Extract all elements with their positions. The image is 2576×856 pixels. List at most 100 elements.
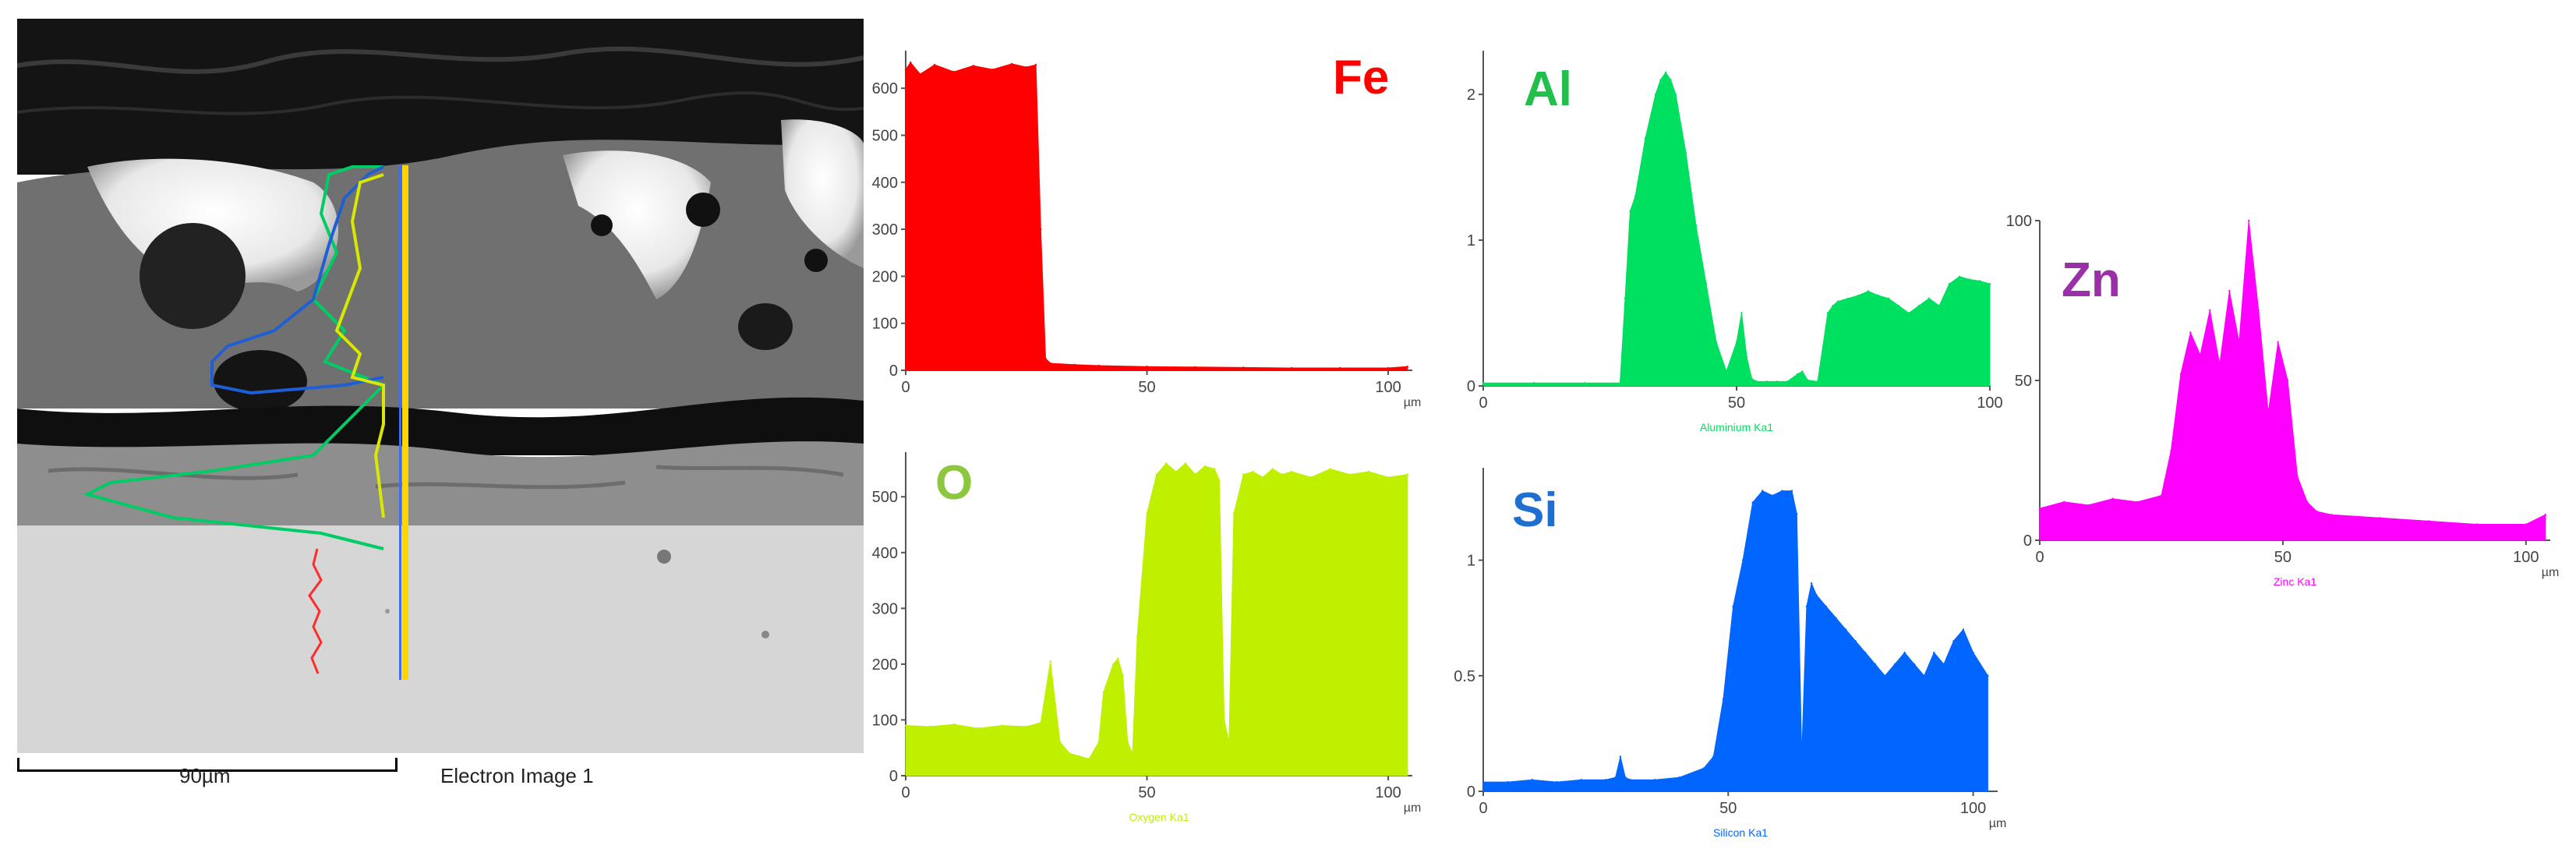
fe-x-tick-label: 100 [1375,379,1401,396]
al-data-point [1532,382,1535,384]
al-data-point [1836,300,1839,302]
resin-texture [17,46,864,74]
o-data-point [1329,468,1331,470]
al-data-point [1816,380,1819,383]
o-data-point [1058,741,1062,744]
al-data-point [1887,297,1890,299]
zn-data-point [2427,520,2430,522]
si-data-point [1702,767,1705,769]
al-data-point [1765,380,1769,383]
o-data-point [1122,674,1124,677]
o-data-point [1309,476,1313,479]
o-data-point [1271,468,1274,470]
si-data-point [1864,651,1867,654]
o-data-point [1049,660,1051,663]
si-data-point [1854,640,1857,642]
o-data-point [1252,470,1254,473]
si-data-point [1678,776,1680,779]
o-data-point [904,724,907,727]
o-data-point [1203,465,1206,468]
si-data-point [1903,651,1906,654]
si-data-point [1732,605,1734,608]
fe-series-area [905,62,1408,371]
fe-data-point [1049,362,1051,365]
dark-interface-band [17,397,864,455]
si-series-area [1482,490,1988,792]
al-data-point [1796,373,1799,376]
si-series-caption: Silicon Ka1 [1713,826,1768,839]
fe-y-tick-label: 0 [889,363,898,380]
al-y-tick-label: 1 [1467,232,1475,249]
o-x-tick-label: 50 [1138,784,1155,801]
zn-data-point [2209,309,2211,311]
si-data-point [1712,755,1715,758]
al-data-point [1740,312,1743,314]
o-data-point [928,725,931,728]
zn-data-point [2228,290,2231,292]
zn-data-point [2218,363,2221,366]
o-data-point [1097,741,1100,744]
al-data-point [1968,278,1971,281]
al-data-point [1654,93,1657,96]
fe-data-point [1242,366,1245,369]
fe-x-tick-label: 50 [1138,379,1155,396]
si-data-point [1614,776,1617,779]
zn-data-point [2248,219,2250,222]
si-data-point [1893,663,1896,666]
si-data-point [1482,780,1485,783]
al-data-point [1958,275,1961,278]
al-data-point [1917,305,1921,307]
al-x-tick-label: 0 [1479,394,1487,412]
al-data-point [1624,297,1627,299]
zn-data-point [2136,501,2138,503]
si-data-point [1972,651,1974,654]
zn-data-point [2189,331,2192,334]
o-data-point [1281,473,1284,476]
o-data-point [1069,752,1071,755]
al-data-point [1832,305,1834,307]
al-data-point [1670,79,1672,81]
al-data-point [1715,341,1718,344]
al-data-point [1907,312,1910,314]
scale-bar-label: 90µm [179,764,231,787]
si-y-tick-label: 0 [1467,783,1475,801]
fe-data-point [910,61,912,64]
al-data-point [1867,290,1870,292]
o-x-axis-unit: µm [1404,801,1422,815]
zn-data-point [2544,514,2546,516]
o-data-point [1291,470,1293,473]
si-data-point [1942,663,1945,666]
si-data-point [1781,490,1783,492]
al-data-point [1482,382,1485,384]
si-data-point [1844,628,1847,631]
o-data-point [952,723,956,726]
o-data-point [1175,470,1177,473]
si-element-label: Si [1512,483,1558,537]
al-data-point [1634,195,1637,198]
al-data-point [1644,137,1647,140]
al-data-point [1928,297,1931,299]
fe-data-point [1011,62,1013,65]
si-x-tick-label: 50 [1719,800,1737,817]
al-data-point [1988,282,1991,285]
zn-data-point [2038,507,2041,510]
al-data-point [1619,382,1621,384]
al-data-point [1938,305,1941,307]
al-data-point [1684,151,1687,154]
scale-bar [17,758,398,772]
zn-data-point [2330,514,2333,516]
si-data-point [1556,780,1558,783]
al-data-point [1806,379,1809,381]
o-data-point [1146,512,1148,515]
si-data-point [1796,513,1798,515]
o-data-point [1102,691,1104,693]
fe-y-tick-label: 400 [872,175,898,192]
si-data-point [1619,755,1622,758]
si-data-point [1952,640,1955,642]
si-data-point [1884,674,1886,677]
fe-data-point [1406,366,1408,368]
linescan-o-trace [334,173,385,518]
zn-data-point [2277,341,2279,343]
image-caption: Electron Image 1 [440,764,594,787]
fe-data-point [1146,366,1148,368]
